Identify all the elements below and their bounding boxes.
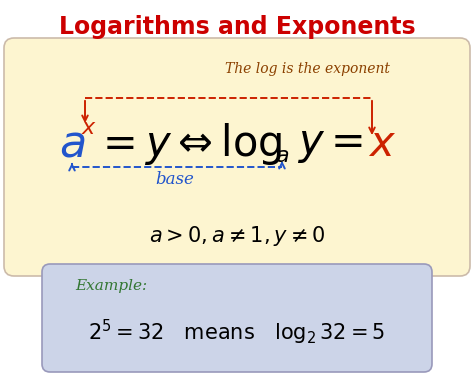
Text: $\mathit{a}$: $\mathit{a}$: [275, 145, 289, 167]
Text: $\mathit{x}$: $\mathit{x}$: [81, 117, 97, 139]
Text: $2^5 = 32 \quad \mathrm{means} \quad \log_2 32 = 5$: $2^5 = 32 \quad \mathrm{means} \quad \lo…: [88, 318, 386, 347]
Text: base: base: [155, 171, 194, 187]
FancyBboxPatch shape: [42, 264, 432, 372]
Text: $= y \Leftrightarrow \log$: $= y \Leftrightarrow \log$: [94, 121, 282, 167]
Text: $a > 0, a \neq 1, y \neq 0$: $a > 0, a \neq 1, y \neq 0$: [149, 224, 325, 248]
Text: $y =$: $y =$: [297, 123, 363, 165]
Text: Logarithms and Exponents: Logarithms and Exponents: [59, 15, 415, 39]
Text: $\mathit{x}$: $\mathit{x}$: [368, 123, 396, 165]
FancyBboxPatch shape: [4, 38, 470, 276]
Text: $\mathit{a}$: $\mathit{a}$: [59, 122, 85, 166]
Text: The log is the exponent: The log is the exponent: [225, 62, 390, 76]
Text: Example:: Example:: [75, 279, 147, 293]
